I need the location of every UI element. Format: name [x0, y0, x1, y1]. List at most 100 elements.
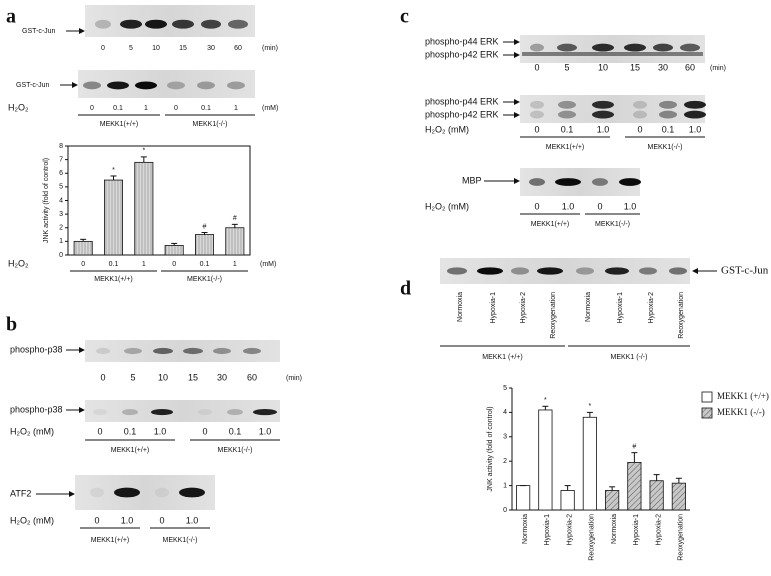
group-label: MEKK1(+/+) — [111, 447, 150, 454]
bar — [538, 409, 553, 511]
blot-band — [253, 409, 277, 416]
y-tick-label: 1 — [59, 238, 63, 245]
y-tick-label: 0 — [59, 252, 63, 259]
lane-label: 0.1 — [229, 426, 242, 436]
y-tick-label: 5 — [59, 184, 63, 191]
lane-label: 0.1 — [201, 105, 211, 112]
blot-band — [684, 100, 706, 109]
blot-band — [680, 43, 700, 52]
lane-label: Reoxygenation — [678, 292, 685, 339]
x-tick-label: Hypoxia-1 — [633, 514, 640, 546]
group-label: MEKK1 (+/+) — [482, 354, 522, 361]
blot-label: phospho-p44 ERK — [425, 96, 499, 106]
blot-band — [107, 81, 129, 90]
bar — [134, 161, 154, 256]
blot-band — [90, 487, 104, 498]
blot-band — [83, 81, 101, 90]
blot-band — [145, 19, 167, 29]
lane-label: 15 — [179, 45, 187, 52]
legend-swatch — [701, 407, 713, 419]
group-label: MEKK1(+/+) — [546, 144, 585, 151]
blot-label: ATF2 — [10, 488, 31, 498]
blot-label: phospho-p42 ERK — [425, 109, 499, 119]
lane-label: 0 — [174, 105, 178, 112]
y-tick-label: 4 — [503, 409, 507, 416]
legend-swatch — [701, 391, 713, 403]
panel-letter: a — [6, 6, 16, 28]
x-tick-label: Reoxygenation — [589, 514, 596, 561]
blot-band — [633, 110, 647, 119]
lane-label: 30 — [217, 372, 227, 382]
significance-mark: * — [589, 403, 592, 410]
blot-band — [213, 347, 231, 355]
lane-label: Hypoxia-2 — [648, 292, 655, 324]
blot — [85, 5, 255, 37]
x-axis-label: H₂O₂ — [8, 258, 29, 268]
blot-band — [179, 487, 205, 498]
blot-label: GST-c-Jun — [721, 265, 769, 277]
lane-label: 0 — [101, 45, 105, 52]
blot-label: phospho-p42 ERK — [425, 49, 499, 59]
significance-mark: # — [203, 223, 207, 230]
blot-band — [198, 409, 212, 416]
blot-band — [197, 81, 215, 90]
blot-band — [592, 100, 614, 109]
blot-band — [530, 43, 544, 52]
treatment-label: H₂O₂ (mM) — [425, 124, 469, 134]
blot-band — [522, 52, 703, 56]
lane-label: Reoxygenation — [550, 292, 557, 339]
x-tick-label: 1 — [142, 261, 146, 268]
blot-label: MBP — [462, 175, 482, 185]
lane-label: 0 — [637, 124, 642, 134]
bar — [671, 482, 686, 511]
y-axis-label: JNK activity (fold of control) — [43, 158, 50, 243]
panel-letter: d — [400, 278, 411, 300]
x-tick-label: 0.1 — [200, 261, 210, 268]
lane-label: 0.1 — [561, 124, 574, 134]
lane-label: 60 — [247, 372, 257, 382]
unit-label: (min) — [710, 65, 726, 72]
blot-band — [135, 81, 157, 90]
lane-label: 10 — [598, 62, 608, 72]
blot-band — [96, 347, 110, 355]
lane-label: 1.0 — [597, 124, 610, 134]
lane-label: 5 — [564, 62, 569, 72]
lane-label: Hypoxia-1 — [490, 292, 497, 324]
blot-band — [114, 487, 140, 498]
x-tick-label: Hypoxia-2 — [655, 514, 662, 546]
y-tick-label: 0 — [503, 507, 507, 514]
lane-label: 60 — [685, 62, 695, 72]
lane-label: Normoxia — [585, 292, 592, 322]
y-tick-label: 1 — [503, 482, 507, 489]
blot — [520, 95, 705, 123]
lane-label: 1 — [234, 105, 238, 112]
unit-label: (min) — [262, 45, 278, 52]
blot-band — [669, 267, 687, 275]
x-tick-label: Hypoxia-1 — [544, 514, 551, 546]
x-tick-label: 1 — [233, 261, 237, 268]
group-label: MEKK1(-/-) — [163, 537, 198, 544]
lane-label: 0 — [202, 426, 207, 436]
blot-band — [530, 110, 544, 119]
blot-band — [530, 100, 544, 109]
bar — [194, 234, 214, 256]
blot-band — [605, 267, 629, 275]
group-label: MEKK1(+/+) — [91, 537, 130, 544]
treatment-label: H₂O₂ (mM) — [10, 515, 54, 525]
lane-label: 1.0 — [186, 515, 199, 525]
group-label: MEKK1(+/+) — [94, 276, 133, 283]
bar — [164, 245, 184, 256]
blot-band — [120, 19, 142, 29]
lane-label: 1.0 — [689, 124, 702, 134]
lane-label: Normoxia — [457, 292, 464, 322]
x-tick-label: 0.1 — [109, 261, 119, 268]
bar — [605, 490, 620, 511]
group-label: MEKK1(+/+) — [100, 121, 139, 128]
lane-label: 0.1 — [113, 105, 123, 112]
blot-band — [592, 43, 614, 52]
blot-band — [633, 100, 647, 109]
panel-letter: c — [400, 6, 409, 28]
lane-label: Hypoxia-2 — [520, 292, 527, 324]
blot-band — [151, 409, 173, 416]
y-tick-label: 5 — [503, 385, 507, 392]
